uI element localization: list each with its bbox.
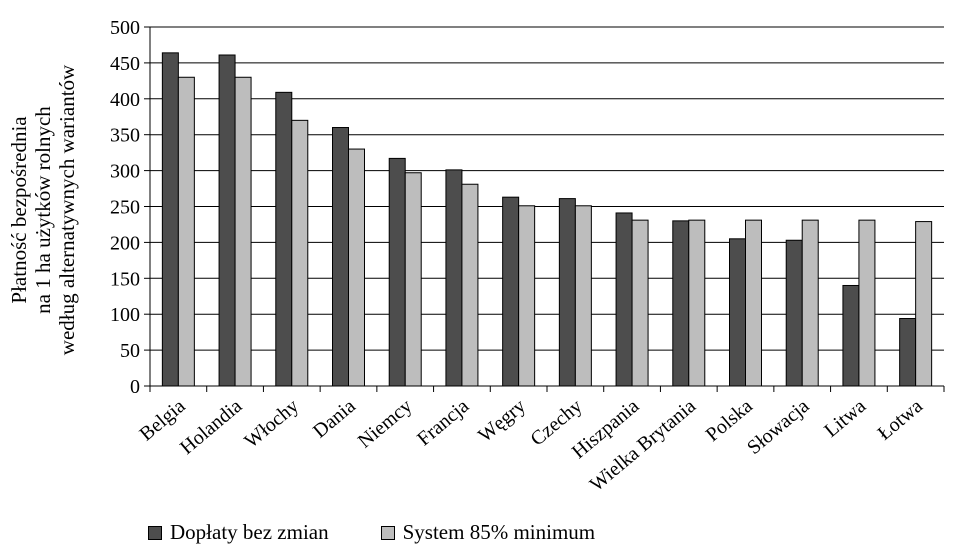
bar [558,198,576,387]
y-axis-label-line-3: według alternatywnych wariantów [55,64,79,355]
legend-item-series-1: Dopłaty bez zmian [148,520,329,545]
x-tick-label: Dania [309,395,360,443]
y-tick-label: 200 [110,232,140,254]
bar [502,196,520,387]
bar [899,318,917,387]
bar [631,219,649,387]
bar [842,284,860,387]
bar [177,76,195,387]
bar [445,169,463,387]
y-axis-label-line-2: na 1 ha użytków rolnych [31,106,55,314]
y-axis-label: Płatność bezpośrednia na 1 ha użytków ro… [7,64,79,355]
bar [291,119,309,387]
y-tick-label: 350 [110,125,140,147]
x-tick-label: Włochy [240,395,303,453]
legend-label-series-1: Dopłaty bez zmian [170,520,329,544]
bar [348,148,365,387]
y-tick-label: 50 [120,340,140,362]
y-tick-label: 450 [110,53,140,75]
bar [161,52,179,387]
x-tick-label: Łotwa [874,395,927,445]
y-axis-ticks: 0 50 100 150 200 250 300 350 400 450 500 [110,17,150,398]
bar [729,238,746,387]
bar [234,76,252,387]
y-axis-label-line-1: Płatność bezpośrednia [7,116,31,304]
y-tick-label: 100 [110,304,140,326]
y-tick-label: 0 [130,376,140,398]
legend-swatch-series-1 [148,525,162,540]
legend-label-series-2: System 85% minimum [402,520,596,544]
y-tick-label: 400 [110,89,140,111]
gridlines [150,26,944,387]
x-tick-label: Litwa [820,395,870,442]
y-tick-label: 150 [110,268,140,290]
legend-item-series-2: System 85% minimum [380,520,596,545]
bar [332,127,349,387]
bar [404,172,422,387]
x-tick-label: Holandia [176,395,246,459]
legend-swatch-series-2 [380,525,395,540]
bar [915,221,933,387]
bar [218,54,236,387]
bar [574,205,592,387]
bar [858,219,876,387]
bar [461,183,479,387]
x-tick-label: Niemcy [354,395,417,453]
y-tick-label: 250 [110,197,140,219]
y-tick-label: 300 [110,161,140,183]
bar [615,212,633,387]
legend: Dopłaty bez zmian System 85% minimum [148,520,595,545]
x-tick-label: Węgry [474,395,530,447]
bar [275,91,293,387]
bar [388,157,406,387]
x-tick-label: Francja [413,395,473,450]
y-tick-label: 500 [110,17,140,39]
x-tick-label: Słowacja [743,395,813,459]
bars [161,52,933,387]
bar [672,220,690,387]
bar [518,205,536,387]
bar [801,219,819,387]
bar [745,219,762,387]
bar [785,239,803,387]
bar [688,219,706,387]
